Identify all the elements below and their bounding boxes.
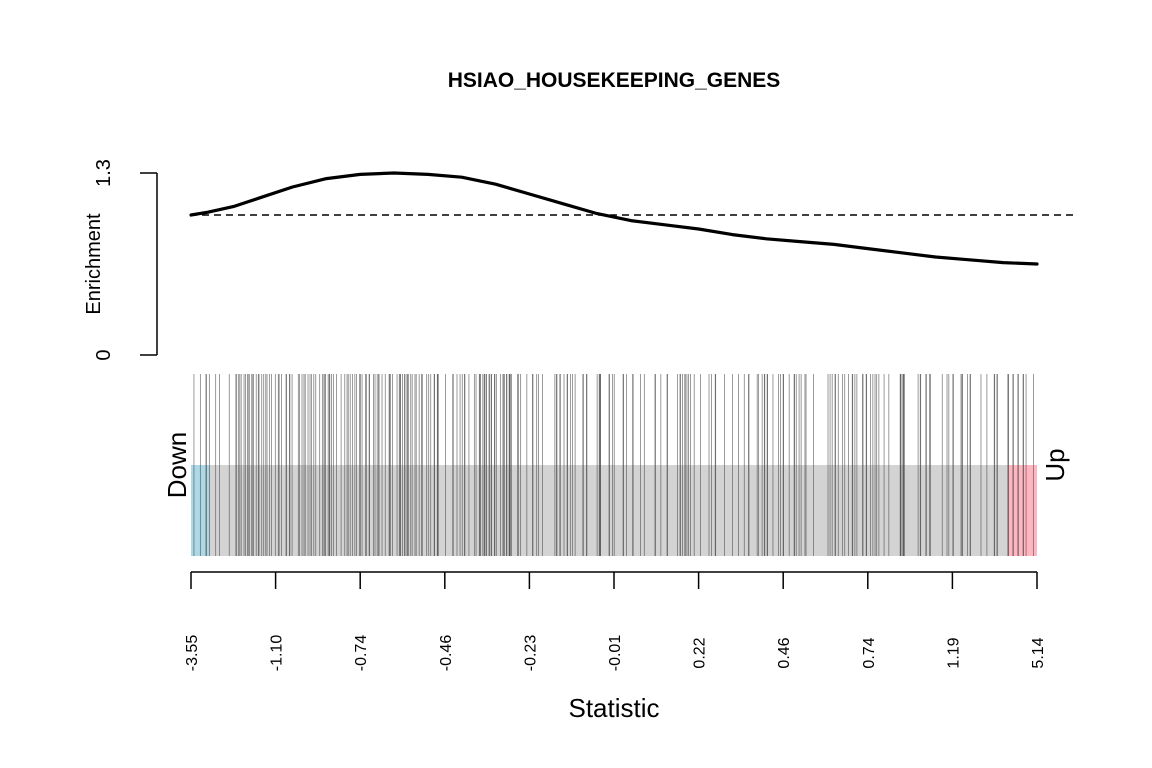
enrichment-worm bbox=[189, 171, 1039, 266]
x-tick-label: -0.23 bbox=[522, 635, 539, 672]
ytick-label-bottom: 0 bbox=[93, 349, 115, 360]
x-tick-label: 0.46 bbox=[776, 637, 793, 668]
up-label: Up bbox=[1040, 448, 1070, 481]
x-axis-ticks: -3.55 -1.10 -0.74 -0.46 -0.23 -0.01 0.22 0.46 0.… bbox=[184, 572, 1047, 671]
x-tick-label: 0.74 bbox=[861, 637, 878, 668]
chart-title: HSIAO_HOUSEKEEPING_GENES bbox=[448, 69, 781, 92]
x-tick-label: -0.01 bbox=[607, 635, 624, 672]
x-tick-label: 1.19 bbox=[945, 637, 962, 668]
x-tick-label: 5.14 bbox=[1030, 637, 1047, 668]
x-tick-label: -0.46 bbox=[438, 635, 455, 672]
x-tick-label: -1.10 bbox=[269, 635, 286, 672]
gene-bars bbox=[193, 374, 1034, 556]
x-axis-label: Statistic bbox=[568, 693, 659, 723]
x-tick-label: 0.22 bbox=[692, 637, 709, 668]
enrichment-axis: 1.3 0 Enrichment bbox=[83, 159, 158, 361]
down-label: Down bbox=[162, 432, 192, 498]
up-region bbox=[1008, 465, 1037, 556]
ytick-label-top: 1.3 bbox=[93, 159, 115, 187]
y-axis-label: Enrichment bbox=[83, 213, 105, 315]
x-tick-label: -0.74 bbox=[353, 635, 370, 672]
x-tick-label: -3.55 bbox=[184, 635, 201, 672]
